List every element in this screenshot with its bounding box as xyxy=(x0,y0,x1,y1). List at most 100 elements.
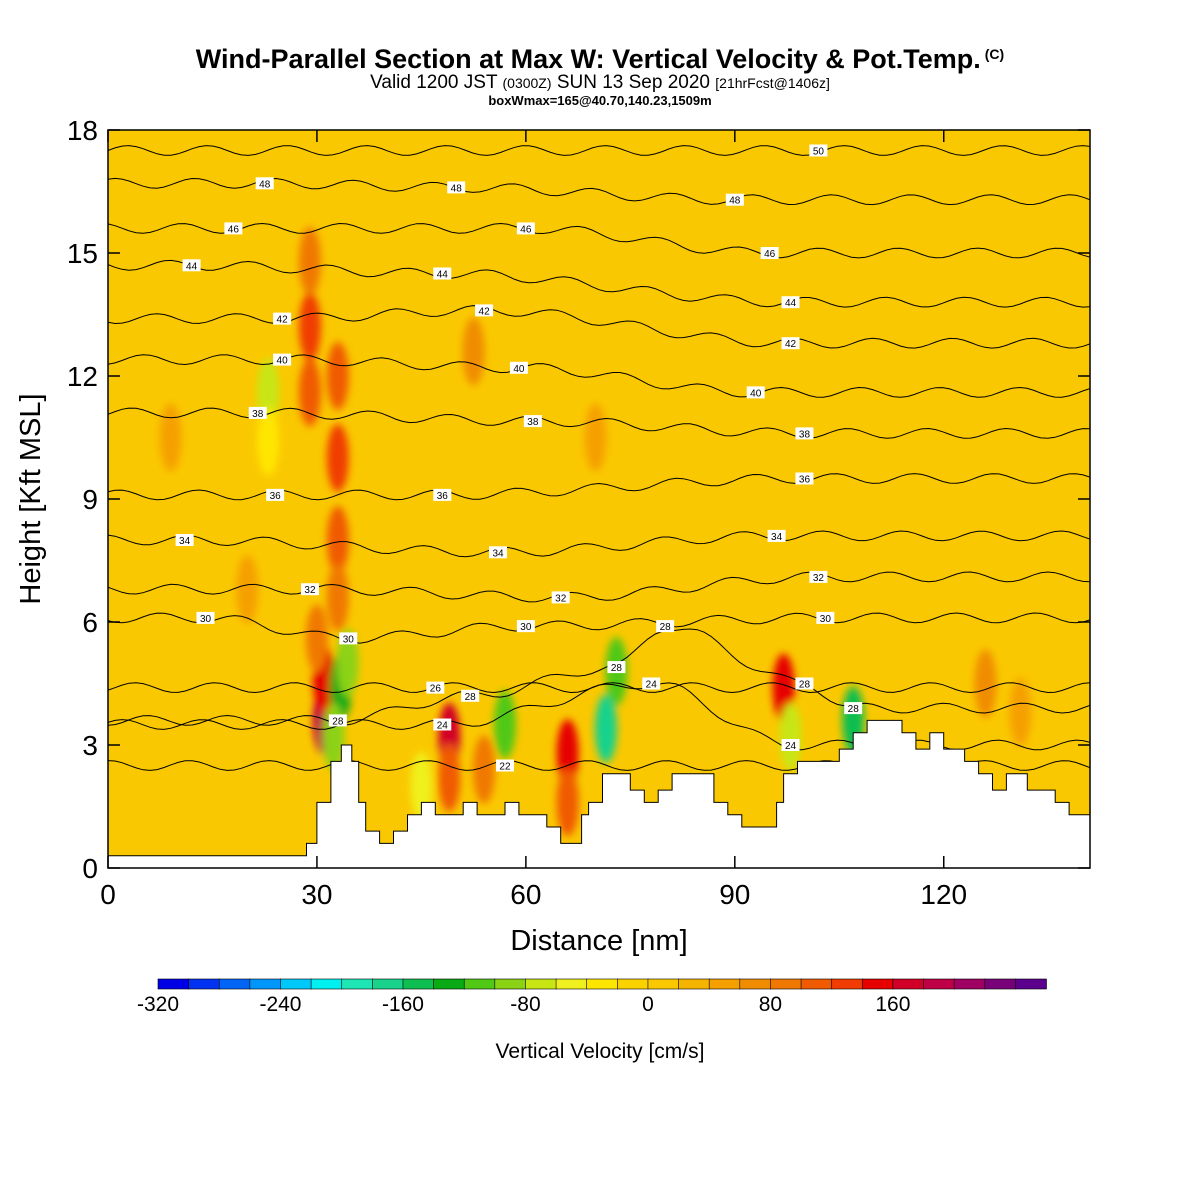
svg-text:30: 30 xyxy=(200,614,212,625)
isentrope-24 xyxy=(108,682,1090,751)
isentrope-label: 30 xyxy=(516,620,535,633)
colorbar-swatch xyxy=(249,978,282,990)
velocity-cell xyxy=(438,743,461,812)
isentrope-label: 44 xyxy=(433,267,452,281)
svg-text:28: 28 xyxy=(611,663,623,674)
colorbar-swatch xyxy=(708,978,741,990)
isentrope-30 xyxy=(108,612,1090,644)
svg-text:48: 48 xyxy=(451,183,463,194)
colorbar-tick-label: -160 xyxy=(382,993,424,1016)
svg-text:34: 34 xyxy=(771,532,783,543)
x-tick-label: 90 xyxy=(719,879,750,910)
velocity-cell xyxy=(493,690,516,759)
svg-text:46: 46 xyxy=(764,249,776,260)
isentrope-label: 24 xyxy=(781,739,800,752)
velocity-cell xyxy=(298,358,321,427)
colorbar: -320 -240 -160 -80 0 80 160 xyxy=(137,978,1047,1016)
svg-text:42: 42 xyxy=(479,306,491,317)
x-axis: 0 30 60 90 120 xyxy=(100,130,967,910)
svg-text:28: 28 xyxy=(848,704,860,715)
isentrope-label: 36 xyxy=(433,488,452,502)
isentrope-label: 40 xyxy=(273,353,292,367)
velocity-cell xyxy=(556,719,579,788)
colorbar-swatch xyxy=(984,978,1017,990)
svg-text:42: 42 xyxy=(277,315,289,326)
isentrope-label: 42 xyxy=(273,312,292,326)
y-tick-label: 0 xyxy=(82,853,98,884)
isentrope-label: 40 xyxy=(746,386,765,399)
svg-text:50: 50 xyxy=(813,147,825,158)
y-tick-label: 9 xyxy=(82,484,98,515)
svg-text:44: 44 xyxy=(785,298,797,309)
colorbar-swatch xyxy=(494,978,527,990)
svg-text:32: 32 xyxy=(813,573,825,584)
isentrope-label: 28 xyxy=(607,661,626,674)
svg-text:48: 48 xyxy=(729,196,741,207)
colorbar-swatch xyxy=(463,978,496,990)
colorbar-tick-label: -240 xyxy=(259,993,301,1016)
isentrope-label: 24 xyxy=(642,677,661,691)
velocity-cell xyxy=(159,403,182,472)
svg-text:22: 22 xyxy=(499,762,511,773)
svg-text:36: 36 xyxy=(437,491,449,502)
svg-text:32: 32 xyxy=(555,593,567,604)
colorbar-swatch xyxy=(923,978,955,990)
svg-text:42: 42 xyxy=(785,339,797,350)
chart-title: Wind-Parallel Section at Max W: Vertical… xyxy=(195,44,1005,74)
colorbar-swatch xyxy=(678,978,710,990)
isentrope-label: 44 xyxy=(182,259,201,272)
velocity-cell xyxy=(473,735,496,804)
svg-text:34: 34 xyxy=(179,536,191,547)
isentrope-label: 32 xyxy=(300,583,319,596)
velocity-cell xyxy=(236,555,259,624)
isentrope-label: 28 xyxy=(844,702,863,715)
isentrope-label: 50 xyxy=(809,144,828,158)
velocity-cell xyxy=(584,403,607,472)
velocity-cell xyxy=(326,506,349,574)
colorbar-swatch xyxy=(402,978,435,990)
isentrope-label: 36 xyxy=(266,488,285,502)
isentrope-lines xyxy=(108,145,1090,771)
colorbar-tick-label: 80 xyxy=(759,993,782,1016)
isentrope-label: 30 xyxy=(339,632,358,645)
isentrope-label: 28 xyxy=(656,620,675,633)
x-tick-label: 120 xyxy=(920,879,967,910)
isentrope-label: 34 xyxy=(175,534,194,547)
colorbar-swatch xyxy=(280,978,312,990)
isentrope-40 xyxy=(108,354,1090,398)
colorbar-tick-label: -80 xyxy=(510,993,540,1016)
isentrope-label: 48 xyxy=(447,181,466,194)
svg-text:24: 24 xyxy=(437,721,449,732)
svg-text:30: 30 xyxy=(343,634,355,645)
isentrope-label: 46 xyxy=(224,222,243,235)
svg-text:46: 46 xyxy=(228,224,240,235)
svg-text:28: 28 xyxy=(465,692,477,703)
svg-text:44: 44 xyxy=(186,261,198,272)
svg-text:48: 48 xyxy=(259,179,271,190)
isentrope-label: 40 xyxy=(509,361,528,375)
colorbar-swatch xyxy=(341,978,374,990)
velocity-cell xyxy=(257,407,280,476)
colorbar-swatch xyxy=(770,978,802,990)
isentrope-label: 28 xyxy=(461,689,480,703)
colorbar-swatch xyxy=(1015,978,1047,990)
svg-text:28: 28 xyxy=(332,716,344,727)
colorbar-tick-label: -320 xyxy=(137,993,179,1016)
isentrope-label: 28 xyxy=(328,714,347,727)
chart-box-info: boxWmax=165@40.70,140.23,1509m xyxy=(488,93,712,108)
velocity-cell xyxy=(326,563,349,632)
svg-text:40: 40 xyxy=(513,364,525,375)
colorbar-swatch xyxy=(647,978,680,990)
svg-text:24: 24 xyxy=(646,680,658,691)
isentrope-label: 42 xyxy=(781,337,800,350)
terrain xyxy=(108,719,1090,868)
isentrope-label: 24 xyxy=(433,718,452,732)
svg-text:26: 26 xyxy=(430,684,442,695)
svg-text:30: 30 xyxy=(520,622,532,633)
isentrope-label: 26 xyxy=(426,681,445,695)
y-tick-label: 3 xyxy=(82,730,98,761)
isentrope-32 xyxy=(108,571,1090,603)
isentrope-label: 48 xyxy=(255,177,274,190)
colorbar-swatch xyxy=(586,978,619,990)
